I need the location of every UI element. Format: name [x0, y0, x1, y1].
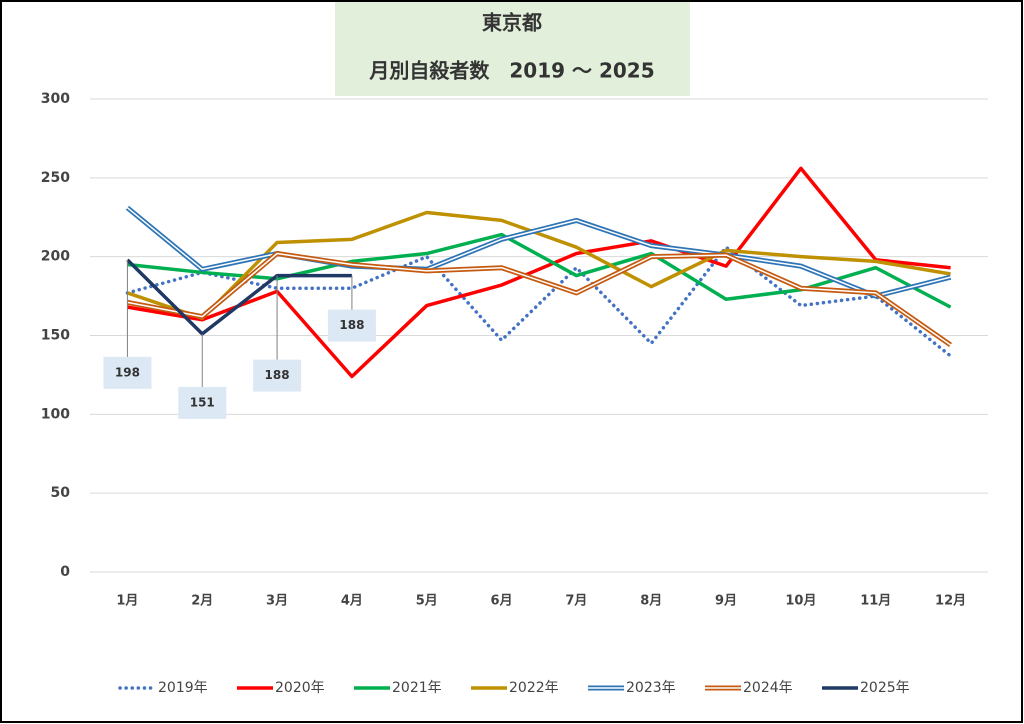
series-line-inner — [126, 207, 951, 297]
x-tick-label: 1月 — [116, 594, 138, 609]
data-label-box — [253, 359, 302, 392]
y-tick-label: 200 — [41, 249, 70, 265]
y-tick-label: 250 — [41, 170, 70, 186]
series-line — [127, 166, 951, 379]
y-tick-label: 100 — [41, 406, 70, 422]
legend-label: 2023年 — [626, 680, 676, 696]
x-tick-label: 4月 — [341, 594, 363, 609]
data-label: 198 — [115, 365, 140, 379]
data-label-box — [103, 356, 152, 389]
legend-label: 2024年 — [743, 680, 793, 696]
legend-label: 2022年 — [509, 680, 559, 696]
legend-label: 2025年 — [860, 680, 910, 696]
data-label-box — [178, 386, 227, 419]
x-tick-label: 5月 — [416, 594, 438, 609]
series-line — [127, 232, 952, 309]
data-label: 188 — [339, 318, 364, 332]
y-tick-label: 300 — [41, 91, 70, 107]
legend-label: 2021年 — [392, 680, 442, 696]
x-tick-label: 10月 — [785, 594, 816, 609]
x-tick-label: 7月 — [565, 594, 587, 609]
y-tick-label: 150 — [41, 328, 70, 344]
x-tick-label: 6月 — [491, 594, 513, 609]
x-tick-label: 3月 — [266, 594, 288, 609]
legend-label: 2020年 — [275, 680, 325, 696]
legend-label: 2019年 — [158, 680, 208, 696]
y-tick-label: 50 — [51, 485, 71, 501]
x-tick-label: 12月 — [935, 594, 966, 609]
title-box — [335, 2, 690, 96]
data-label: 151 — [190, 395, 215, 409]
series-line-inner — [127, 252, 952, 346]
x-tick-label: 8月 — [640, 594, 662, 609]
x-tick-label: 9月 — [715, 594, 737, 609]
data-label: 188 — [265, 368, 290, 382]
chart-subtitle: 月別自殺者数 2019 ～ 2025 — [368, 59, 654, 83]
data-label-box — [327, 309, 376, 342]
chart-title: 東京都 — [482, 11, 542, 35]
series-line — [126, 258, 352, 336]
x-tick-label: 11月 — [860, 594, 891, 609]
x-tick-label: 2月 — [191, 594, 213, 609]
y-tick-label: 0 — [60, 564, 70, 580]
